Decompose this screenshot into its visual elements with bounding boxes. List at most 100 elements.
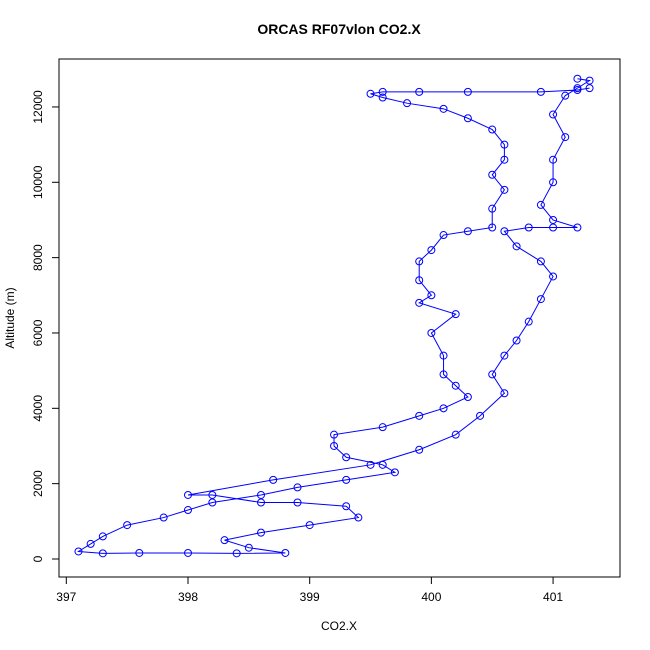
data-point <box>232 549 241 558</box>
data-point <box>549 155 558 164</box>
data-point <box>183 506 192 515</box>
data-point <box>573 223 582 232</box>
data-point <box>378 93 387 102</box>
data-point <box>330 441 339 450</box>
y-tick-label: 0 <box>31 555 45 562</box>
data-point <box>549 178 558 187</box>
data-point <box>463 114 472 123</box>
data-point <box>378 87 387 96</box>
data-point <box>269 475 278 484</box>
data-point <box>354 513 363 522</box>
data-point <box>439 404 448 413</box>
y-axis-label: Altitude (m) <box>3 287 17 348</box>
data-point <box>476 411 485 420</box>
data-point <box>451 430 460 439</box>
data-point <box>293 483 302 492</box>
data-point <box>439 104 448 113</box>
data-point <box>573 84 582 93</box>
data-point <box>439 351 448 360</box>
data-point <box>378 460 387 469</box>
data-point <box>427 246 436 255</box>
data-point <box>549 272 558 281</box>
plot-frame <box>58 58 621 578</box>
data-point <box>366 460 375 469</box>
data-point <box>500 185 509 194</box>
data-point <box>500 155 509 164</box>
data-point <box>524 317 533 326</box>
data-point <box>74 547 83 556</box>
data-point <box>415 87 424 96</box>
data-point <box>244 543 253 552</box>
y-tick-label: 6000 <box>31 319 45 346</box>
data-point <box>488 370 497 379</box>
data-point <box>488 223 497 232</box>
data-point <box>463 393 472 402</box>
data-point <box>342 475 351 484</box>
chart-title: ORCAS RF07vlon CO2.X <box>257 21 421 37</box>
data-point <box>293 498 302 507</box>
data-point <box>208 498 217 507</box>
x-tick-label: 400 <box>421 590 441 604</box>
data-point <box>561 133 570 142</box>
data-point <box>427 328 436 337</box>
data-point <box>500 351 509 360</box>
data-point <box>536 295 545 304</box>
data-point <box>281 548 290 557</box>
data-point <box>512 242 521 251</box>
data-point <box>500 140 509 149</box>
x-tick-label: 401 <box>543 590 563 604</box>
data-point <box>403 99 412 108</box>
data-point <box>512 336 521 345</box>
data-point <box>573 74 582 83</box>
y-tick-label: 4000 <box>31 395 45 422</box>
data-point <box>488 204 497 213</box>
data-point <box>536 200 545 209</box>
data-point <box>415 257 424 266</box>
y-tick-label: 2000 <box>31 470 45 497</box>
data-point <box>451 310 460 319</box>
x-tick-label: 397 <box>56 590 76 604</box>
data-point <box>585 76 594 85</box>
data-point <box>463 87 472 96</box>
data-point <box>305 521 314 530</box>
data-point <box>488 125 497 134</box>
data-point <box>366 89 375 98</box>
data-point <box>123 521 132 530</box>
data-point <box>415 445 424 454</box>
series-line <box>76 78 591 554</box>
data-point <box>549 110 558 119</box>
data-point <box>159 513 168 522</box>
data-point <box>427 291 436 300</box>
data-point <box>98 532 107 541</box>
data-point <box>378 423 387 432</box>
data-point <box>585 84 594 93</box>
data-point <box>257 490 266 499</box>
data-point <box>342 453 351 462</box>
data-point <box>549 223 558 232</box>
data-point <box>135 548 144 557</box>
data-point <box>415 411 424 420</box>
data-point <box>86 539 95 548</box>
data-point <box>500 389 509 398</box>
data-point <box>463 227 472 236</box>
x-tick-label: 398 <box>178 590 198 604</box>
data-point <box>208 490 217 499</box>
data-point <box>183 490 192 499</box>
data-point <box>220 536 229 545</box>
data-point <box>257 528 266 537</box>
data-point <box>536 87 545 96</box>
data-point <box>390 468 399 477</box>
data-point <box>536 257 545 266</box>
data-point <box>451 381 460 390</box>
y-tick-label: 12000 <box>31 90 45 124</box>
x-axis-label: CO2.X <box>321 619 357 633</box>
data-point <box>439 370 448 379</box>
data-point <box>257 498 266 507</box>
data-point <box>524 223 533 232</box>
data-point <box>183 548 192 557</box>
data-point <box>561 91 570 100</box>
data-point <box>330 430 339 439</box>
data-point <box>415 276 424 285</box>
data-point <box>500 227 509 236</box>
